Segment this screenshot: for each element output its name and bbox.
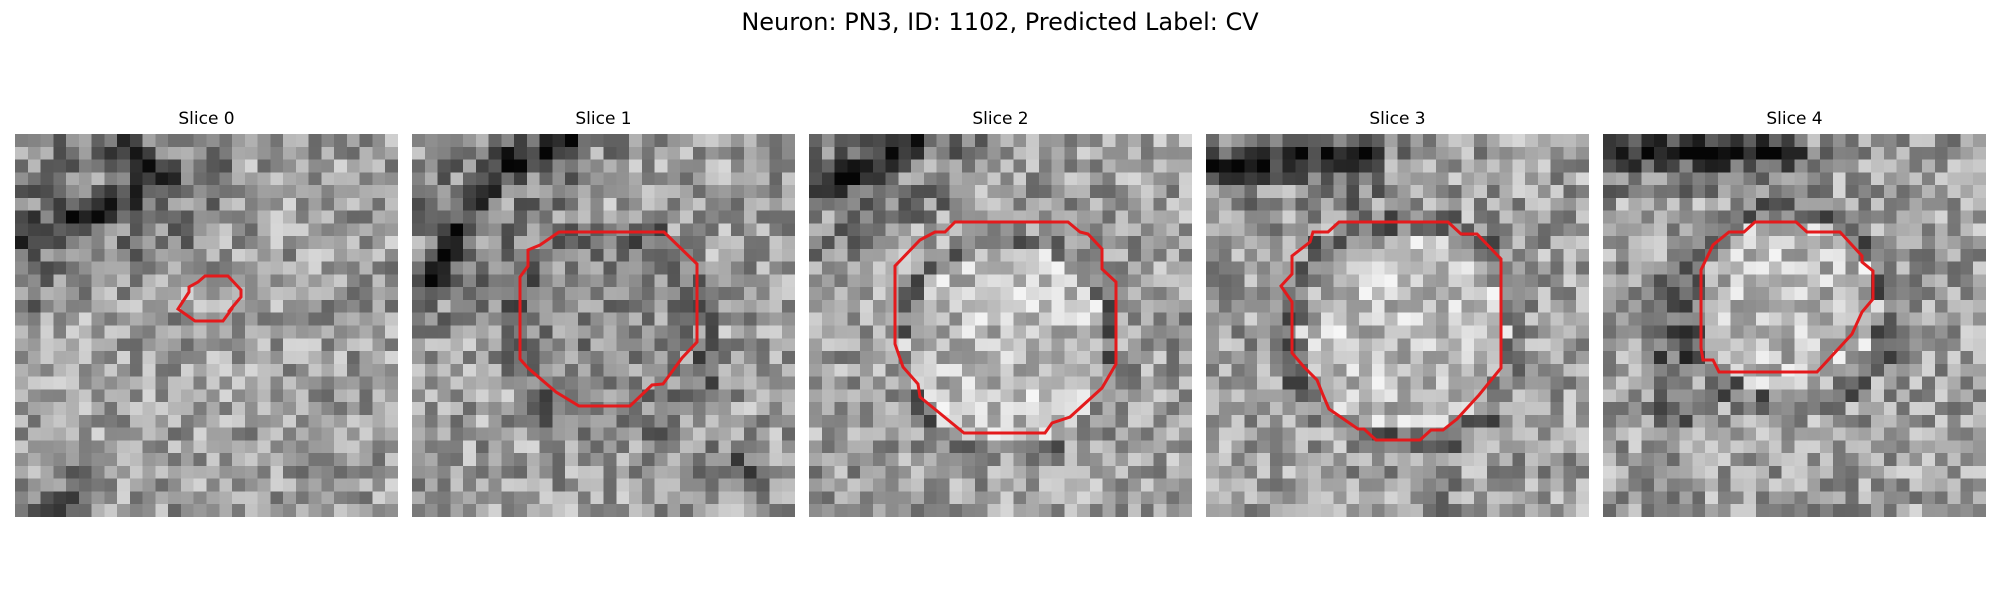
slice-title-2: Slice 2 xyxy=(972,109,1029,129)
grayscale-pixels-0 xyxy=(15,134,398,517)
slice-image-4 xyxy=(1603,134,1986,517)
figure-title: Neuron: PN3, ID: 1102, Predicted Label: … xyxy=(741,8,1259,36)
slice-title-4: Slice 4 xyxy=(1766,109,1823,129)
slice-panel-0: Slice 0 xyxy=(15,108,398,517)
slice-image-2 xyxy=(809,134,1192,517)
slice-panel-4: Slice 4 xyxy=(1603,108,1986,517)
slice-image-0 xyxy=(15,134,398,517)
slice-panel-3: Slice 3 xyxy=(1206,108,1589,517)
slice-panel-2: Slice 2 xyxy=(809,108,1192,517)
segmentation-contour-2 xyxy=(893,220,1118,435)
segmentation-contour-0 xyxy=(175,274,243,323)
segmentation-contour-3 xyxy=(1279,220,1503,442)
slice-title-3: Slice 3 xyxy=(1369,109,1426,129)
grayscale-pixels-2 xyxy=(809,134,1192,517)
slice-image-3 xyxy=(1206,134,1589,517)
segmentation-contour-4 xyxy=(1699,220,1875,374)
slice-title-1: Slice 1 xyxy=(575,109,632,129)
grayscale-pixels-3 xyxy=(1206,134,1589,517)
grayscale-pixels-4 xyxy=(1603,134,1986,517)
slice-image-1 xyxy=(412,134,795,517)
grayscale-pixels-1 xyxy=(412,134,795,517)
slice-panel-1: Slice 1 xyxy=(412,108,795,517)
slice-title-0: Slice 0 xyxy=(178,109,235,129)
segmentation-contour-1 xyxy=(518,230,699,408)
